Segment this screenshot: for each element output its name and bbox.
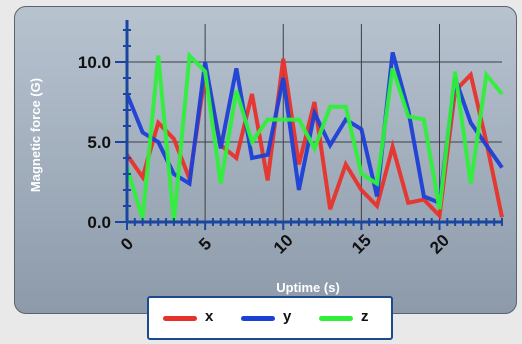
x-axis-label: Uptime (s)	[276, 280, 340, 295]
legend-swatch-y	[241, 316, 275, 321]
legend-swatch-z	[319, 316, 353, 321]
legend: x y z	[147, 296, 393, 340]
legend-label-x: x	[205, 308, 214, 325]
legend-label-y: y	[283, 308, 292, 325]
legend-swatch-x	[163, 316, 197, 321]
legend-label-z: z	[361, 308, 369, 325]
x-tick-label: 10	[270, 231, 297, 258]
x-tick-label: 15	[348, 231, 375, 258]
x-tick-label: 0	[117, 234, 137, 254]
y-axis-label: Magnetic force (G)	[28, 78, 43, 192]
series-layer	[125, 51, 504, 223]
series-line-z	[125, 51, 504, 223]
y-tick-label: 0.0	[87, 213, 111, 232]
y-tick-label: 10.0	[78, 53, 111, 72]
x-tick-label: 20	[426, 231, 453, 258]
y-tick-label: 5.0	[87, 133, 111, 152]
x-tick-label: 5	[195, 234, 215, 254]
